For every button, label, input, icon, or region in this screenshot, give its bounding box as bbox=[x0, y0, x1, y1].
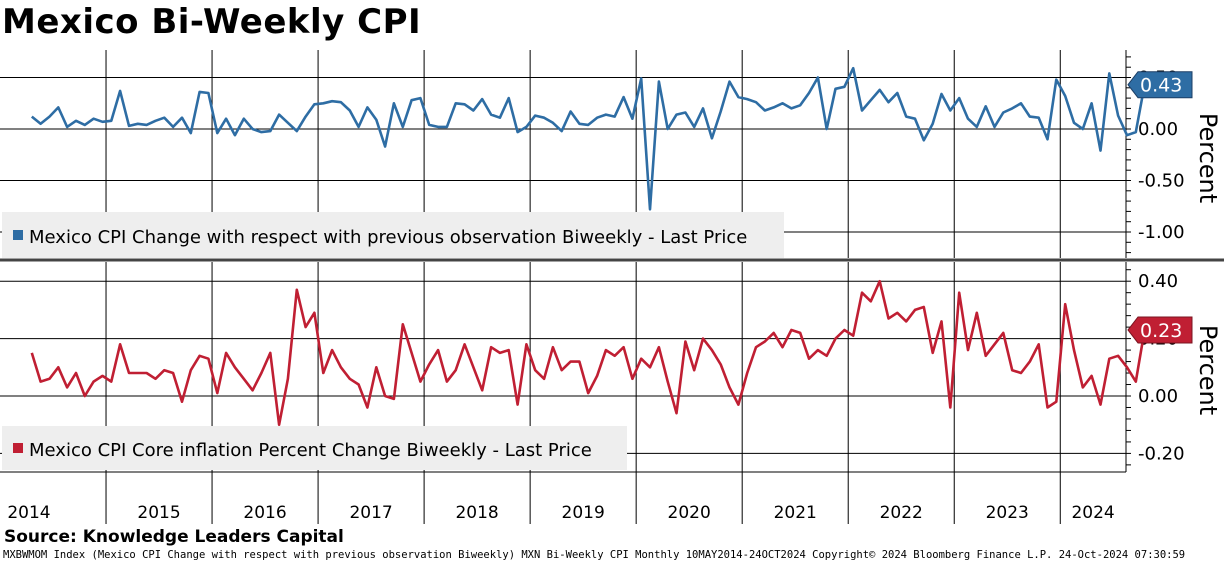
top-legend-label: Mexico CPI Change with respect with prev… bbox=[29, 227, 747, 248]
bottom-legend-label: Mexico CPI Core inflation Percent Change… bbox=[29, 440, 592, 461]
x-tick-label-2015: 2015 bbox=[137, 503, 180, 523]
top-last-value-tag: 0.43 bbox=[1127, 71, 1193, 99]
bottom-series-line bbox=[30, 279, 1146, 427]
top-legend-swatch bbox=[13, 230, 23, 240]
x-tick-label-2020: 2020 bbox=[668, 503, 711, 523]
bottom-y-axis-label: Percent bbox=[1194, 325, 1222, 415]
x-tick-label-2017: 2017 bbox=[349, 503, 392, 523]
x-tick-label-2024: 2024 bbox=[1071, 503, 1114, 523]
x-tick-label-2016: 2016 bbox=[243, 503, 286, 523]
x-tick-label-2019: 2019 bbox=[562, 503, 605, 523]
top-last-value-label: 0.43 bbox=[1140, 75, 1182, 97]
bottom-y-tick-label: 0.00 bbox=[1138, 386, 1178, 407]
x-axis: 2014 2015 2016 2017 2018 2019 2020 2021 2022 2023… bbox=[0, 471, 1126, 524]
bottom-legend-box bbox=[2, 426, 627, 470]
x-tick-label-2022: 2022 bbox=[880, 503, 923, 523]
chart-title: Mexico Bi-Weekly CPI bbox=[2, 2, 422, 42]
bottom-last-value-marker bbox=[1127, 316, 1193, 344]
x-tick-label-2023: 2023 bbox=[986, 503, 1029, 523]
top-panel: 0.500.00-0.50-1.00 bbox=[0, 50, 1185, 258]
bottom-legend-swatch bbox=[13, 443, 23, 453]
bottom-last-value-label: 0.23 bbox=[1140, 320, 1182, 342]
footer-note: MXBWMOM Index (Mexico CPI Change with re… bbox=[3, 549, 1186, 561]
top-y-tick-label: 0.00 bbox=[1138, 119, 1178, 140]
bottom-y-tick-label: -0.20 bbox=[1138, 443, 1185, 464]
bottom-last-value-tag: 0.23 bbox=[1127, 316, 1193, 344]
top-legend-box bbox=[2, 212, 784, 258]
top-series-line bbox=[30, 66, 1146, 211]
bottom-y-tick-label: 0.40 bbox=[1138, 271, 1178, 292]
top-legend: Mexico CPI Change with respect with prev… bbox=[2, 212, 784, 258]
source-note: Source: Knowledge Leaders Capital bbox=[4, 527, 344, 547]
top-last-value-marker bbox=[1127, 71, 1193, 99]
bottom-legend: Mexico CPI Core inflation Percent Change… bbox=[2, 426, 627, 470]
top-y-tick-label: -1.00 bbox=[1138, 222, 1185, 243]
top-y-tick-label: -0.50 bbox=[1138, 171, 1185, 192]
x-tick-label-2018: 2018 bbox=[455, 503, 498, 523]
top-y-axis-label: Percent bbox=[1194, 113, 1222, 203]
x-tick-label-2014: 2014 bbox=[7, 503, 50, 523]
x-tick-label-2021: 2021 bbox=[774, 503, 817, 523]
